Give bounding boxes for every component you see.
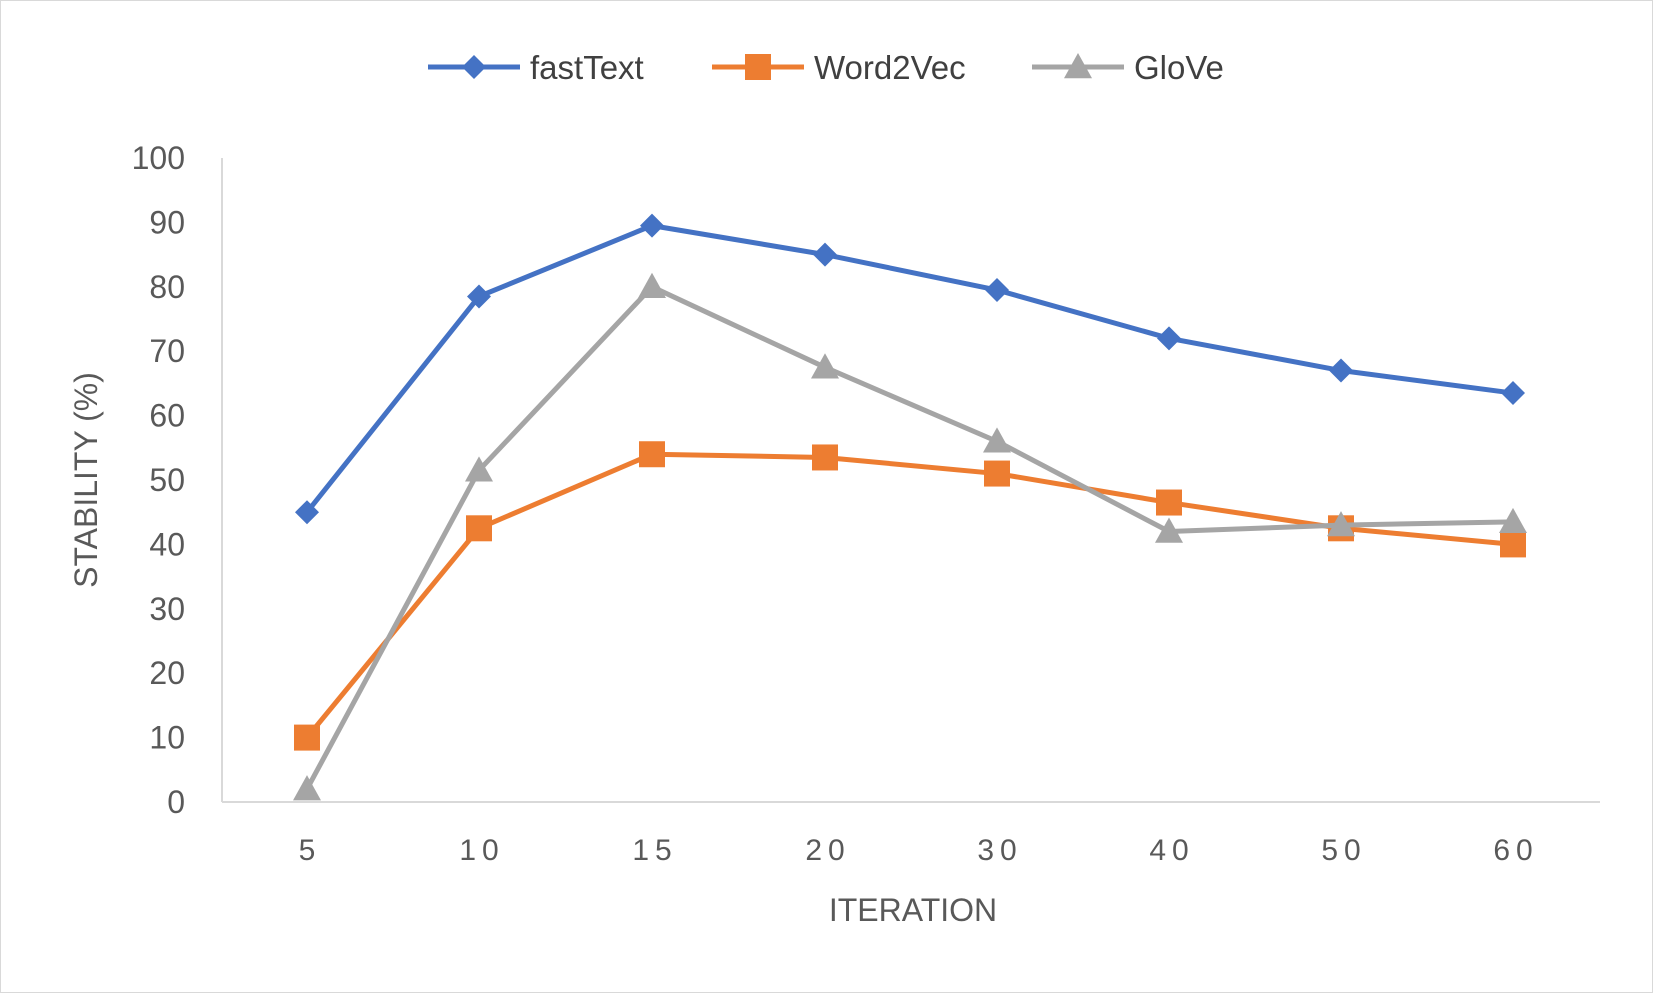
y-tick-label: 20 [149,655,185,691]
data-point-fasttext [813,242,837,267]
data-point-word2vec [466,515,492,542]
data-point-glove [638,272,666,298]
y-tick-label: 100 [132,140,185,176]
x-tick-label: 10 [459,834,504,867]
data-point-fasttext [467,284,491,309]
data-point-glove [465,456,493,482]
series-line-fasttext [304,223,1516,515]
data-point-fasttext [1501,381,1525,406]
x-tick-label: 60 [1493,834,1538,867]
legend-item-glove: GloVe [1032,49,1224,86]
y-tick-label: 90 [149,204,185,240]
x-tick-label: 20 [805,834,850,867]
legend-marker [745,54,771,80]
legend-item-word2vec: Word2Vec [712,49,966,86]
x-tick-label: 40 [1149,834,1194,867]
series-line-glove [304,284,1516,792]
data-point-word2vec [1156,489,1182,516]
legend-label: fastText [530,49,644,86]
y-tick-label: 30 [149,591,185,627]
series-fasttext [295,213,1525,525]
x-tick-label: 30 [977,834,1022,867]
y-tick-label: 60 [149,398,185,434]
x-axis-title: ITERATION [829,892,997,928]
data-point-fasttext [1329,358,1353,383]
data-point-fasttext [1157,326,1181,351]
data-point-glove [1499,507,1527,534]
data-point-glove [293,775,321,801]
y-tick-label: 40 [149,526,185,562]
data-point-word2vec [812,444,838,471]
y-axis-title: STABILITY (%) [68,372,104,588]
data-point-glove [1155,517,1183,543]
y-tick-label: 0 [167,784,185,820]
data-point-glove [811,353,839,379]
legend-label: GloVe [1134,49,1224,86]
data-point-glove [1327,511,1355,537]
series-glove [293,272,1527,801]
data-point-fasttext [640,213,664,238]
y-tick-label: 80 [149,269,185,305]
y-tick-labels: 0 10 20 30 40 50 60 70 80 90 100 [132,140,185,820]
data-point-fasttext [985,278,1009,303]
data-point-word2vec [294,724,320,751]
axes [221,158,1600,803]
data-point-word2vec [984,460,1010,487]
legend: fastText Word2Vec GloVe [428,49,1224,86]
legend-marker [1064,53,1092,79]
series-layer [293,213,1527,801]
x-tick-label: 50 [1321,834,1366,867]
legend-label: Word2Vec [814,49,966,86]
y-tick-label: 50 [149,462,185,498]
y-tick-label: 10 [149,720,185,756]
x-tick-label: 5 [299,834,322,867]
y-tick-label: 70 [149,333,185,369]
data-point-word2vec [1500,531,1526,558]
data-point-word2vec [639,441,665,468]
x-tick-labels: 5 10 15 20 30 40 50 60 [299,834,1538,867]
legend-item-fasttext: fastText [428,49,644,86]
data-point-glove [983,427,1011,453]
series-line-word2vec [304,451,1516,741]
legend-marker [462,55,486,79]
x-tick-label: 15 [632,834,677,867]
series-word2vec [294,441,1526,751]
data-point-fasttext [295,500,319,525]
